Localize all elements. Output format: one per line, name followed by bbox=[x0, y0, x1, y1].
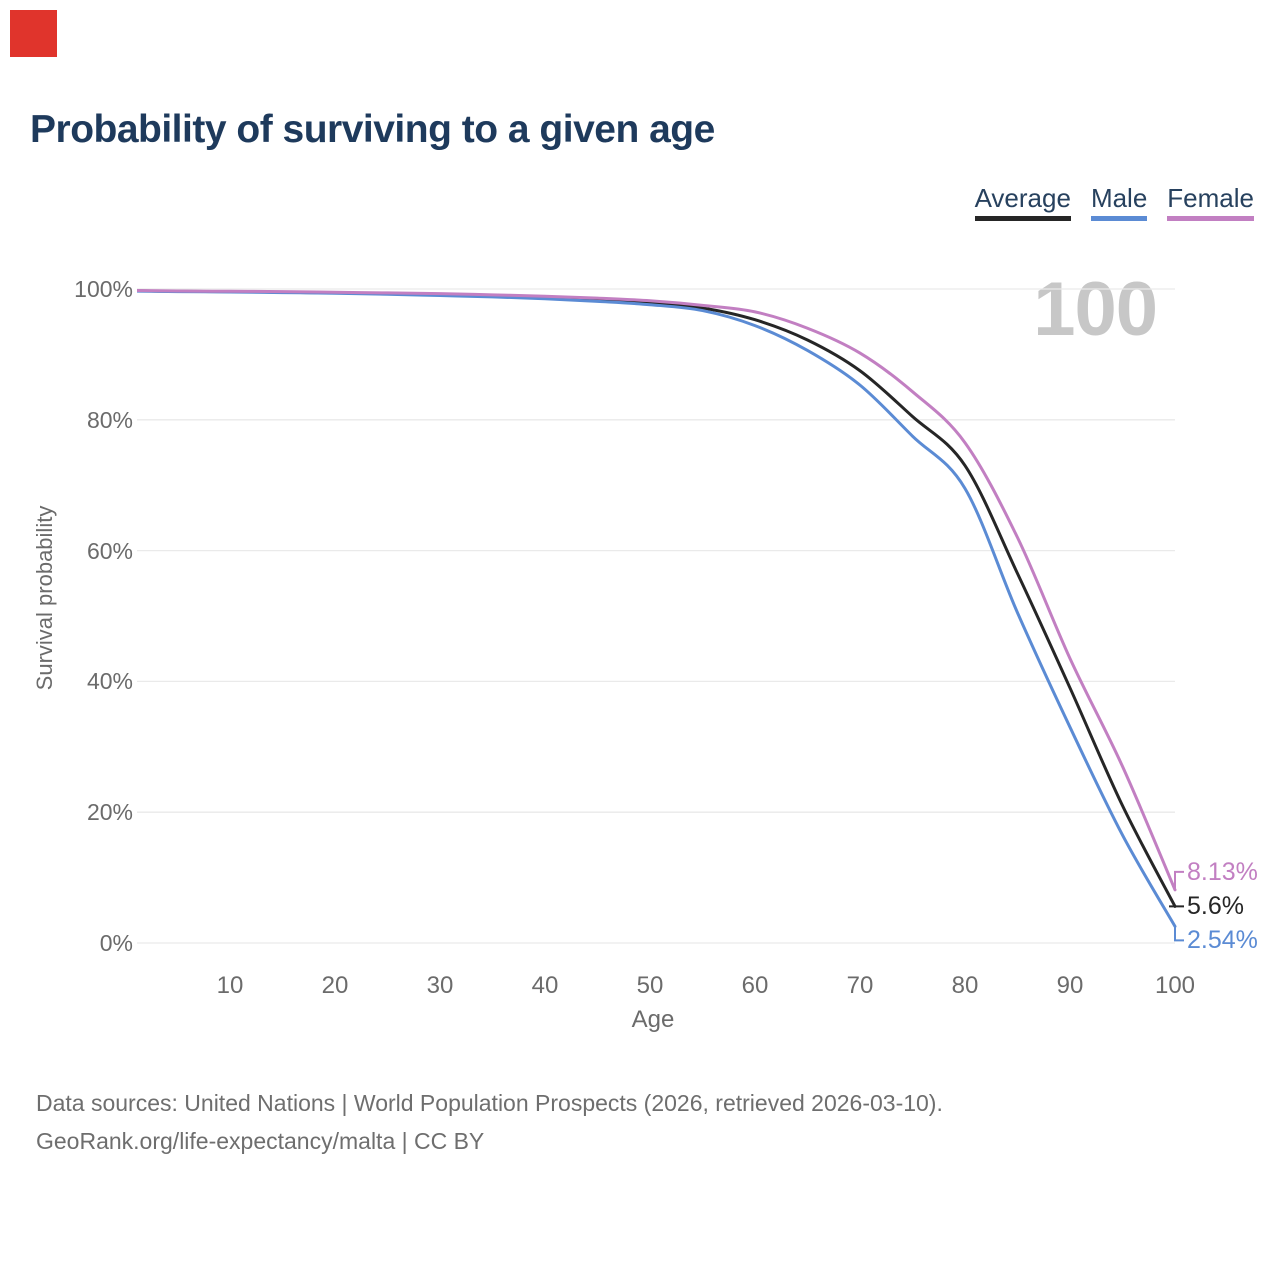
y-tick-label: 20% bbox=[86, 799, 133, 826]
legend-swatch-female bbox=[1167, 216, 1254, 221]
legend-item-male[interactable]: Male bbox=[1090, 183, 1148, 221]
x-tick-label: 30 bbox=[426, 972, 454, 999]
legend-swatch-male bbox=[1090, 216, 1148, 221]
hover-age-watermark: 100 bbox=[1033, 267, 1158, 352]
x-axis-title: Age bbox=[631, 1006, 675, 1033]
footer-data-sources: Data sources: United Nations | World Pop… bbox=[36, 1090, 943, 1116]
legend-item-average[interactable]: Average bbox=[974, 183, 1071, 221]
x-tick-label: 80 bbox=[951, 972, 979, 999]
footer: Data sources: United Nations | World Pop… bbox=[36, 1084, 943, 1160]
footer-attribution: GeoRank.org/life-expectancy/malta | CC B… bbox=[36, 1128, 485, 1154]
y-tick-label: 80% bbox=[86, 406, 133, 433]
legend-label-male: Male bbox=[1090, 183, 1148, 213]
x-tick-label: 70 bbox=[846, 972, 874, 999]
legend-label-female: Female bbox=[1167, 183, 1254, 213]
y-tick-label: 0% bbox=[99, 930, 133, 956]
series-line-male bbox=[137, 289, 1177, 928]
y-tick-label: 40% bbox=[86, 668, 133, 695]
x-tick-label: 50 bbox=[636, 972, 664, 999]
x-tick-label: 40 bbox=[531, 972, 559, 999]
series-line-female bbox=[137, 288, 1177, 892]
end-label-connector-female bbox=[1174, 870, 1184, 890]
y-tick-label: 100% bbox=[74, 276, 133, 302]
series-line-average bbox=[137, 289, 1177, 908]
end-label-connector-male bbox=[1174, 926, 1184, 942]
x-tick-label: 20 bbox=[321, 972, 349, 999]
legend-swatch-average bbox=[974, 216, 1071, 221]
x-tick-label: 10 bbox=[216, 972, 244, 999]
legend: Average Male Female bbox=[974, 183, 1254, 221]
legend-label-average: Average bbox=[974, 183, 1071, 213]
y-tick-label: 60% bbox=[86, 537, 133, 564]
end-label-female: 8.13% bbox=[1187, 857, 1258, 886]
end-label-male: 2.54% bbox=[1187, 926, 1258, 955]
red-corner-marker bbox=[10, 10, 57, 57]
x-tick-label: 90 bbox=[1056, 972, 1084, 999]
legend-item-female[interactable]: Female bbox=[1167, 184, 1254, 221]
x-tick-label: 100 bbox=[1154, 972, 1196, 999]
x-tick-label: 60 bbox=[741, 972, 769, 999]
end-label-average: 5.6% bbox=[1187, 892, 1244, 921]
chart-title: Probability of surviving to a given age bbox=[30, 108, 715, 151]
